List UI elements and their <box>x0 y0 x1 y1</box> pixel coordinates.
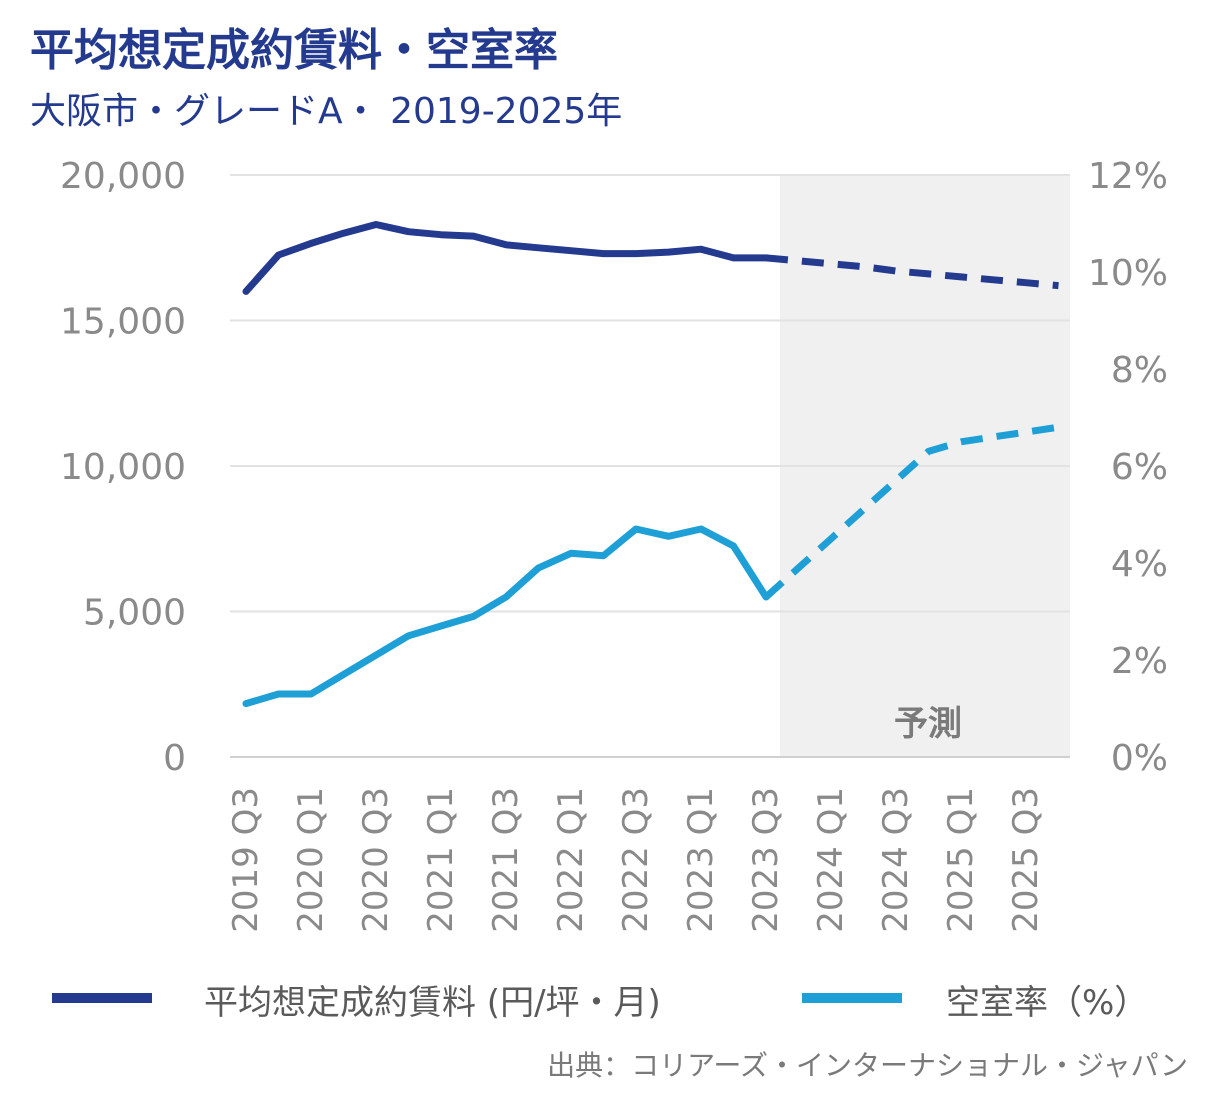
x-tick-label: 2022 Q3 <box>616 787 656 933</box>
legend: 平均想定成約賃料 (円/坪・月) 空室率（%） <box>52 983 1148 1023</box>
x-tick-label: 2025 Q3 <box>1006 787 1046 933</box>
x-tick-label: 2021 Q1 <box>421 787 461 933</box>
forecast-label: 予測 <box>894 704 962 744</box>
right-tick-label: 8% <box>1111 350 1168 391</box>
left-tick-label: 5,000 <box>83 593 186 634</box>
left-tick-label: 0 <box>163 738 186 779</box>
source-note: 出典：コリアーズ・インターナショナル・ジャパン <box>547 1049 1188 1082</box>
x-tick-label: 2025 Q1 <box>941 787 981 933</box>
vacancy-forecast-line <box>763 423 1060 600</box>
right-tick-label: 10% <box>1088 253 1168 294</box>
right-axis: 0% 2% 4% 6% 8% 10% 12% <box>1088 156 1168 779</box>
x-tick-label: 2022 Q1 <box>551 787 591 933</box>
right-tick-label: 6% <box>1111 447 1168 488</box>
x-tick-label: 2020 Q3 <box>356 787 396 933</box>
legend-vacancy-label: 空室率（%） <box>946 983 1148 1023</box>
right-tick-label: 12% <box>1088 156 1168 197</box>
right-tick-label: 4% <box>1111 544 1168 585</box>
x-tick-label: 2021 Q3 <box>486 787 526 933</box>
right-tick-label: 2% <box>1111 641 1168 682</box>
rent-actual-line <box>242 221 770 295</box>
chart-subtitle: 大阪市・グレードA・ 2019-2025年 <box>30 91 623 132</box>
x-tick-label: 2024 Q3 <box>876 787 916 933</box>
legend-rent-label: 平均想定成約賃料 (円/坪・月) <box>204 983 661 1023</box>
rent-forecast-line <box>765 254 1059 290</box>
gridlines <box>230 174 1070 758</box>
x-tick-label: 2024 Q1 <box>811 787 851 933</box>
chart-title: 平均想定成約賃料・空室率 <box>30 25 558 76</box>
left-tick-label: 15,000 <box>60 302 186 343</box>
x-tick-label: 2020 Q1 <box>291 787 331 933</box>
x-tick-label: 2023 Q1 <box>681 787 721 933</box>
left-axis: 0 5,000 10,000 15,000 20,000 <box>60 156 186 779</box>
x-axis: 2019 Q3 2020 Q1 2020 Q3 2021 Q1 2021 Q3 2022 … <box>226 787 1046 933</box>
x-tick-label: 2019 Q3 <box>226 787 266 933</box>
vacancy-actual-line <box>242 525 770 708</box>
right-tick-label: 0% <box>1111 738 1168 779</box>
series-lines <box>242 221 1060 708</box>
left-tick-label: 20,000 <box>60 156 186 197</box>
x-tick-label: 2023 Q3 <box>746 787 786 933</box>
left-tick-label: 10,000 <box>60 447 186 488</box>
